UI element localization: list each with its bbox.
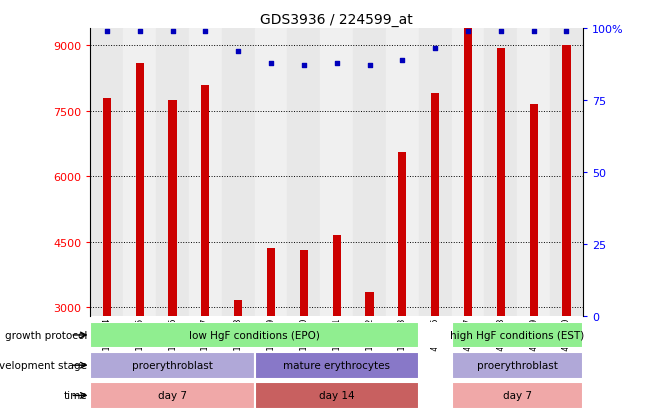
Point <box>495 28 507 35</box>
Bar <box>201 85 210 316</box>
Bar <box>255 352 419 379</box>
Text: proerythroblast: proerythroblast <box>477 360 557 370</box>
Point <box>561 28 572 35</box>
Text: day 7: day 7 <box>502 390 532 401</box>
Point <box>265 60 276 66</box>
Point <box>528 28 539 35</box>
Bar <box>234 301 243 316</box>
Bar <box>452 29 484 316</box>
Point <box>200 28 211 35</box>
Bar <box>398 153 407 316</box>
Bar <box>332 235 341 316</box>
Point <box>462 28 473 35</box>
Title: GDS3936 / 224599_at: GDS3936 / 224599_at <box>261 12 413 26</box>
Point <box>168 28 178 35</box>
Bar <box>431 94 440 316</box>
Bar <box>90 352 255 379</box>
Bar <box>222 29 255 316</box>
Bar <box>320 29 353 316</box>
Bar <box>484 29 517 316</box>
Text: time: time <box>64 390 87 401</box>
Bar <box>123 29 156 316</box>
Bar <box>135 64 144 316</box>
Text: day 14: day 14 <box>319 390 354 401</box>
Bar <box>90 322 419 349</box>
Text: mature erythrocytes: mature erythrocytes <box>283 360 390 370</box>
Bar <box>103 98 111 316</box>
Bar <box>452 382 583 409</box>
Bar <box>550 29 583 316</box>
Bar <box>365 292 374 316</box>
Text: proerythroblast: proerythroblast <box>132 360 213 370</box>
Bar <box>386 29 419 316</box>
Bar <box>168 101 177 316</box>
Text: high HgF conditions (EST): high HgF conditions (EST) <box>450 330 584 340</box>
Point <box>364 63 375 69</box>
Bar <box>189 29 222 316</box>
Point <box>233 49 244 55</box>
Text: growth protocol: growth protocol <box>5 330 87 340</box>
Point <box>397 57 407 64</box>
Point <box>430 46 441 52</box>
Bar <box>255 382 419 409</box>
Bar <box>464 16 472 316</box>
Bar <box>90 382 255 409</box>
Bar <box>353 29 386 316</box>
Bar <box>517 29 550 316</box>
Text: low HgF conditions (EPO): low HgF conditions (EPO) <box>189 330 320 340</box>
Bar <box>496 48 505 316</box>
Bar <box>90 29 123 316</box>
Bar <box>452 352 583 379</box>
Bar <box>529 105 538 316</box>
Bar <box>452 322 583 349</box>
Bar <box>562 46 571 316</box>
Point <box>102 28 113 35</box>
Text: day 7: day 7 <box>158 390 187 401</box>
Point <box>299 63 310 69</box>
Point <box>332 60 342 66</box>
Bar <box>267 249 275 316</box>
Point <box>134 28 145 35</box>
Bar <box>299 251 308 316</box>
Bar <box>255 29 287 316</box>
Text: development stage: development stage <box>0 360 87 370</box>
Bar <box>419 29 452 316</box>
Bar <box>156 29 189 316</box>
Bar <box>287 29 320 316</box>
